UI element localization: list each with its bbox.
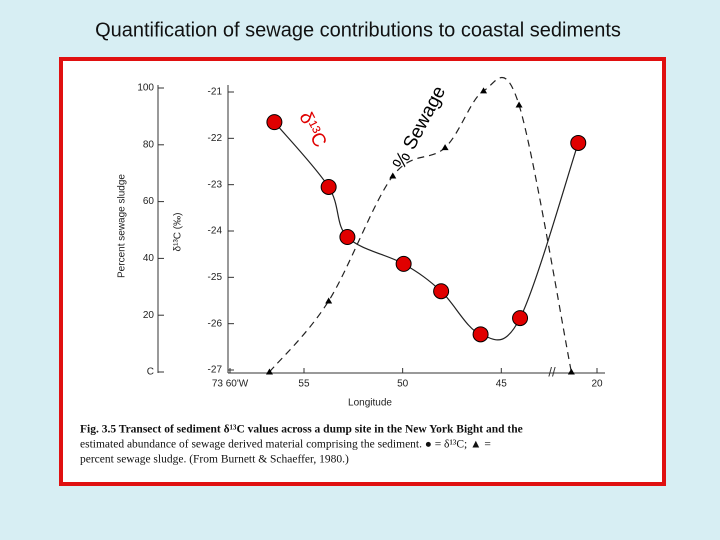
data-point	[480, 87, 488, 94]
y-axis-label: Percent sewage sludge	[117, 174, 128, 278]
caption: Fig. 3.5 Transect of sediment δ¹³C value…	[80, 424, 523, 466]
y2-axis-label: δ¹³C (‰)	[173, 213, 184, 252]
x-tick-label: 20	[591, 379, 603, 390]
y2-tick-label: -26	[208, 318, 223, 329]
y2-tick-label: -27	[208, 365, 223, 376]
y2-tick-label: -24	[208, 226, 223, 237]
caption-line: percent sewage sludge. (From Burnett & S…	[80, 454, 349, 466]
data-point	[567, 368, 575, 375]
y2-tick-label: -22	[208, 133, 223, 144]
y-tick-label: 60	[143, 196, 155, 207]
data-point	[515, 101, 523, 108]
data-point	[570, 134, 587, 151]
figure-frame	[59, 57, 666, 486]
x-axis-label: Longitude	[348, 398, 392, 409]
data-point	[433, 283, 450, 300]
slide-title: Quantification of sewage contributions t…	[95, 19, 621, 41]
y-tick-label: 80	[143, 139, 155, 150]
data-point	[512, 310, 529, 327]
y-tick-label: 20	[143, 310, 155, 321]
x-tick-label: 55	[298, 379, 310, 390]
y-tick-label: 100	[137, 83, 154, 94]
axis-break: //	[548, 364, 556, 379]
y-tick-label: 40	[143, 253, 155, 264]
x-tick-label: 45	[496, 379, 508, 390]
data-point	[339, 229, 356, 246]
data-point	[265, 368, 273, 375]
y2-tick-label: -23	[208, 179, 223, 190]
y2-tick-label: -25	[208, 272, 223, 283]
x-tick-label: 73 60'W	[212, 379, 249, 390]
data-point	[389, 172, 397, 179]
data-point	[472, 326, 489, 343]
caption-line: Fig. 3.5 Transect of sediment δ¹³C value…	[80, 424, 523, 436]
data-point	[266, 114, 283, 131]
data-point	[320, 178, 337, 195]
data-point	[325, 297, 333, 304]
y2-tick-label: -21	[208, 87, 223, 98]
data-point	[395, 255, 412, 272]
y-tick-label: C	[147, 367, 154, 378]
data-point	[441, 144, 449, 151]
caption-line: estimated abundance of sewage derived ma…	[80, 439, 491, 451]
x-tick-label: 50	[397, 379, 409, 390]
series-line	[269, 77, 572, 373]
